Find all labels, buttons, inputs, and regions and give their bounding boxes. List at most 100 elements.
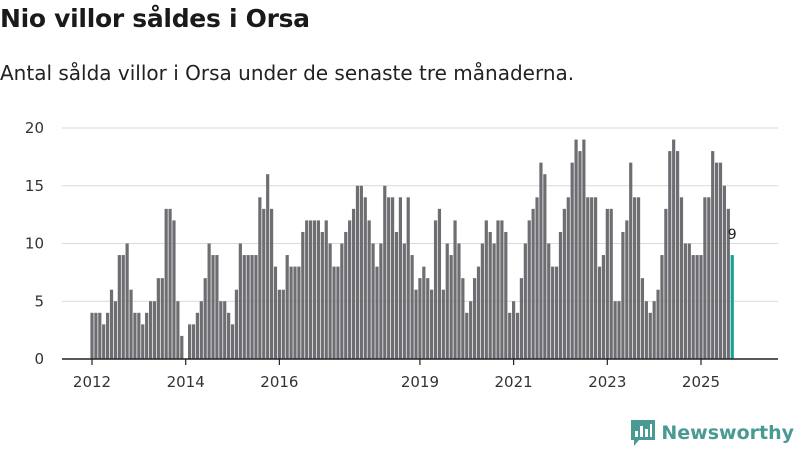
bar	[707, 197, 711, 359]
bar	[305, 220, 309, 359]
bar	[375, 266, 379, 359]
bar	[715, 162, 719, 359]
bar	[683, 243, 687, 359]
bar	[531, 208, 535, 359]
bar	[125, 243, 129, 359]
bar	[570, 162, 574, 359]
bar	[133, 312, 137, 359]
bar	[355, 185, 360, 359]
bar	[109, 289, 114, 359]
bar	[246, 255, 250, 359]
bar	[433, 220, 438, 359]
bar	[289, 266, 293, 359]
bar	[574, 139, 578, 359]
bar	[363, 197, 367, 359]
bar	[94, 312, 98, 359]
bar	[652, 301, 656, 359]
bar	[285, 255, 289, 359]
bar	[523, 243, 527, 359]
bar	[554, 266, 559, 359]
bar	[726, 208, 730, 359]
bar	[316, 220, 321, 359]
bar	[609, 208, 613, 359]
bar	[348, 220, 352, 359]
x-tick-label-2012: 2012	[73, 373, 111, 391]
bar	[672, 139, 676, 359]
chart-subtitle: Antal sålda villor i Orsa under de senas…	[0, 61, 575, 85]
bar	[465, 312, 469, 359]
bar	[234, 289, 239, 359]
bar	[141, 324, 145, 359]
bar	[648, 312, 652, 359]
bar	[336, 266, 340, 359]
bars	[90, 139, 734, 359]
bar	[277, 289, 281, 359]
bar	[472, 278, 477, 359]
bar	[406, 197, 410, 359]
bar	[562, 208, 566, 359]
bar-latest	[730, 255, 734, 359]
bar	[679, 197, 684, 359]
bar	[699, 255, 703, 359]
bar	[664, 208, 668, 359]
bar	[297, 266, 301, 359]
y-tick-label-5: 5	[34, 292, 44, 310]
bar	[195, 312, 199, 359]
bar	[293, 266, 297, 359]
bar	[254, 255, 258, 359]
newsworthy-icon	[631, 420, 656, 446]
bar	[129, 289, 133, 359]
bar	[621, 231, 625, 359]
y-tick-label-10: 10	[25, 235, 44, 253]
bar	[164, 208, 168, 359]
bar	[668, 151, 672, 359]
bar	[113, 301, 118, 359]
bar	[359, 185, 363, 359]
bar	[601, 255, 605, 359]
bar	[461, 278, 465, 359]
bar	[656, 289, 660, 359]
bar	[675, 151, 680, 359]
bar	[250, 255, 254, 359]
bar	[480, 243, 484, 359]
bar	[633, 197, 637, 359]
bar	[437, 208, 442, 359]
bar	[711, 151, 715, 359]
bar	[453, 220, 457, 359]
bar	[188, 324, 192, 359]
bar	[230, 324, 235, 359]
bar	[387, 197, 391, 359]
bar	[527, 220, 531, 359]
bar	[718, 162, 723, 359]
bar	[644, 301, 648, 359]
bar	[695, 255, 699, 359]
bar	[636, 197, 641, 359]
bar	[199, 301, 203, 359]
bar	[703, 197, 707, 359]
y-tick-label-15: 15	[25, 177, 44, 195]
bar	[148, 301, 153, 359]
bar	[402, 243, 406, 359]
bar	[160, 278, 164, 359]
bar	[324, 220, 328, 359]
bar	[605, 208, 609, 359]
bar	[90, 312, 94, 359]
chart-title: Nio villor såldes i Orsa	[0, 4, 310, 33]
bar	[582, 139, 586, 359]
bar	[508, 312, 512, 359]
bar-chart: 0 5 10 15 20 9 2012 2014 2016 2019 2021 2023 2025	[25, 119, 778, 391]
bar	[418, 278, 422, 359]
bar	[445, 243, 449, 359]
bar	[340, 243, 344, 359]
y-tick-label-0: 0	[34, 350, 44, 368]
bar	[172, 220, 176, 359]
y-tick-label-20: 20	[25, 119, 44, 137]
bar	[242, 255, 246, 359]
x-tick-label-2025: 2025	[682, 373, 720, 391]
bar	[484, 220, 488, 359]
bar	[156, 278, 160, 359]
bar	[312, 220, 317, 359]
bar	[500, 220, 504, 359]
x-tick-label-2016: 2016	[260, 373, 298, 391]
x-tick-label-2014: 2014	[167, 373, 205, 391]
